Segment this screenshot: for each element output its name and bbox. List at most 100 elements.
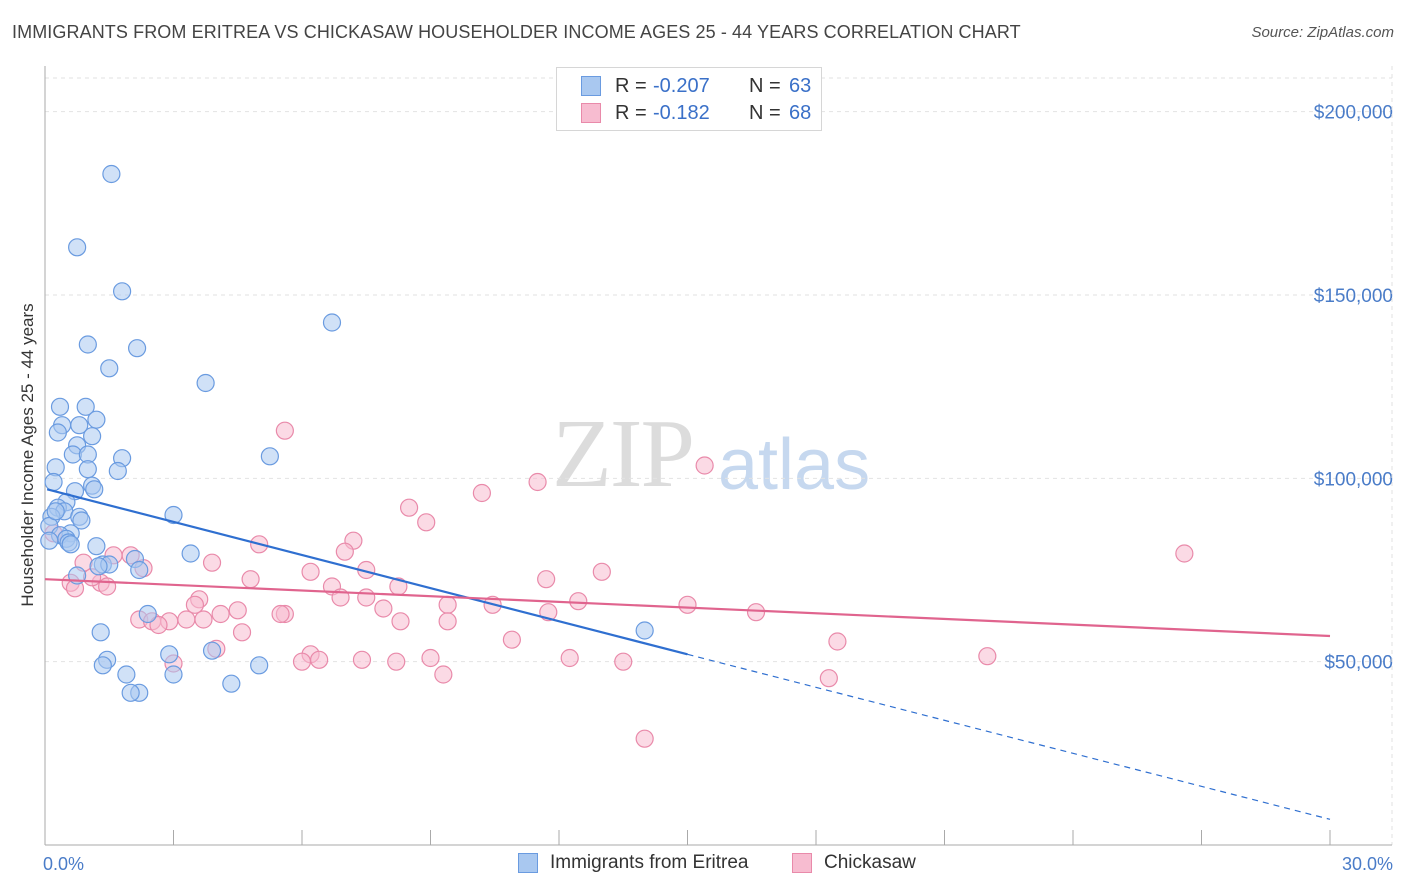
chickasaw-point	[202, 553, 222, 572]
legend-r-label: R =	[615, 74, 647, 97]
chickasaw-point	[819, 669, 838, 688]
eritrea-point	[72, 511, 91, 530]
eritrea-point	[164, 665, 183, 684]
legend-item-chickasaw[interactable]: Chickasaw	[792, 852, 916, 874]
chickasaw-point	[592, 562, 611, 581]
eritrea-point	[196, 373, 215, 393]
eritrea-point	[138, 604, 157, 624]
eritrea-point	[100, 359, 119, 378]
eritrea-point	[87, 537, 106, 556]
eritrea-point	[93, 656, 112, 675]
chickasaw-point	[537, 570, 556, 589]
eritrea-point	[160, 645, 179, 664]
series-legend: Immigrants from Eritrea Chickasaw	[0, 852, 1406, 878]
eritrea-point	[78, 335, 97, 354]
chickasaw-point	[438, 612, 457, 631]
chickasaw-point	[292, 652, 312, 671]
eritrea-point	[46, 502, 65, 521]
chickasaw-trend-line	[44, 578, 1331, 638]
chickasaw-point	[678, 595, 697, 614]
chickasaw-point	[438, 595, 457, 614]
chickasaw-point	[232, 623, 252, 642]
chickasaw-point	[399, 498, 419, 517]
y-tick-label: $100,000	[1314, 469, 1393, 490]
eritrea-point	[121, 683, 140, 702]
eritrea-point	[87, 410, 106, 429]
watermark-zip: ZIP	[552, 400, 695, 508]
chickasaw-point	[335, 542, 354, 561]
chickasaw-point	[502, 630, 521, 649]
chickasaw-point	[301, 562, 320, 581]
eritrea-point	[85, 480, 104, 499]
legend-r-value-chickasaw: -0.182	[653, 101, 710, 124]
legend-n-value-eritrea: 63	[789, 74, 812, 97]
eritrea-point	[61, 535, 80, 554]
legend-swatch-eritrea	[518, 853, 538, 873]
chickasaw-point	[149, 615, 168, 635]
eritrea-point	[108, 461, 127, 481]
eritrea-point	[102, 164, 121, 184]
chickasaw-point	[241, 570, 260, 589]
chickasaw-point	[357, 588, 376, 607]
chickasaw-point	[569, 592, 588, 611]
eritrea-point	[68, 238, 87, 257]
chickasaw-point	[635, 729, 654, 748]
eritrea-point	[117, 665, 136, 684]
eritrea-point	[83, 427, 102, 446]
chickasaw-point	[374, 599, 393, 618]
chickasaw-point	[275, 421, 294, 440]
eritrea-point	[91, 623, 110, 642]
y-tick-label: $200,000	[1314, 103, 1393, 124]
chickasaw-point	[177, 610, 196, 629]
chickasaw-point	[1175, 544, 1194, 563]
eritrea-point	[48, 423, 67, 442]
eritrea-point	[112, 282, 132, 301]
eritrea-point	[202, 641, 222, 660]
legend-r-label: R =	[615, 101, 647, 124]
legend-row-eritrea: R = -0.207 N = 63	[581, 73, 811, 99]
y-tick-label: $150,000	[1314, 286, 1393, 307]
chickasaw-point	[614, 652, 633, 671]
chickasaw-point	[828, 632, 847, 651]
legend-swatch-eritrea	[581, 76, 601, 96]
eritrea-point	[164, 505, 183, 525]
eritrea-point	[222, 674, 241, 693]
chickasaw-point	[185, 595, 205, 614]
legend-label-chickasaw: Chickasaw	[824, 852, 916, 873]
eritrea-point	[76, 397, 95, 416]
legend-item-eritrea[interactable]: Immigrants from Eritrea	[518, 852, 748, 874]
eritrea-point	[181, 544, 200, 563]
chickasaw-point	[421, 648, 440, 668]
eritrea-point	[40, 531, 59, 550]
chickasaw-point	[387, 652, 406, 671]
chickasaw-point	[391, 612, 410, 631]
legend-swatch-chickasaw	[792, 853, 812, 873]
watermark-atlas: atlas	[718, 425, 871, 505]
legend-n-value-chickasaw: 68	[789, 101, 812, 124]
chickasaw-point	[978, 647, 997, 666]
eritrea-point	[127, 339, 147, 358]
y-tick-label: $50,000	[1324, 653, 1393, 674]
chickasaw-point	[211, 604, 230, 624]
legend-swatch-chickasaw	[581, 103, 601, 123]
eritrea-trend-line	[46, 488, 688, 656]
x-tick-label-min: 0.0%	[43, 854, 84, 874]
chickasaw-point	[560, 648, 579, 668]
chickasaw-point	[194, 610, 213, 629]
eritrea-point	[322, 313, 342, 332]
chickasaw-point	[472, 483, 491, 503]
eritrea-point	[260, 447, 279, 466]
source-label: Source: ZipAtlas.com	[1251, 24, 1394, 41]
correlation-legend: R = -0.207 N = 63 R = -0.182 N = 68	[556, 67, 822, 131]
chickasaw-point	[417, 513, 436, 532]
legend-row-chickasaw: R = -0.182 N = 68	[581, 100, 811, 126]
chickasaw-point	[434, 665, 453, 684]
eritrea-point	[70, 416, 89, 435]
legend-label-eritrea: Immigrants from Eritrea	[550, 852, 749, 873]
chickasaw-point	[310, 650, 329, 669]
eritrea-point	[89, 557, 108, 576]
eritrea-point	[78, 460, 97, 479]
eritrea-point	[250, 656, 269, 675]
eritrea-point	[50, 397, 70, 416]
